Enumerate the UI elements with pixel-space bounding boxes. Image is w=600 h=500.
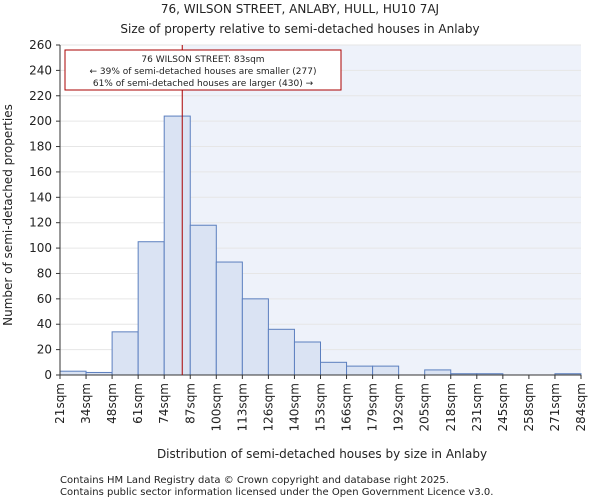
histogram-bar (215, 261, 243, 376)
x-tick-label: 192sqm (392, 383, 406, 431)
histogram-bar (424, 369, 452, 376)
y-tick-label: 260 (29, 38, 52, 52)
x-tick-label: 271sqm (548, 383, 562, 431)
footer-line2: Contains public sector information licen… (60, 487, 493, 498)
y-tick-label: 20 (37, 343, 52, 357)
x-tick-label: 126sqm (261, 383, 275, 431)
y-tick-label: 180 (29, 140, 52, 154)
histogram-bar (241, 298, 269, 376)
annotation-box (64, 49, 342, 91)
x-tick-label: 258sqm (522, 383, 536, 431)
x-tick-label: 166sqm (340, 383, 354, 431)
y-axis-label: Number of semi-detached properties (1, 104, 15, 326)
y-tick-label: 100 (29, 241, 52, 255)
y-tick-label: 160 (29, 165, 52, 179)
x-tick-label: 61sqm (131, 383, 145, 424)
histogram-bar (293, 341, 322, 376)
y-tick-label: 200 (29, 114, 52, 128)
histogram-bar (320, 361, 348, 376)
chart-title-line2: Size of property relative to semi-detach… (120, 22, 479, 36)
plot-area: 0 20 40 60 80 100 120 140 160 180 200 220 240 260 21sq… (29, 38, 588, 431)
histogram-bar (163, 115, 191, 376)
x-tick-label: 87sqm (183, 383, 197, 424)
x-tick-label: 21sqm (53, 383, 67, 424)
histogram-bar (267, 328, 295, 376)
histogram-bar (111, 331, 139, 376)
x-tick-label: 205sqm (418, 383, 432, 431)
y-tick-label: 40 (37, 317, 52, 331)
y-tick-label: 80 (37, 266, 52, 280)
x-tick-label: 245sqm (496, 383, 510, 431)
x-tick-label: 74sqm (157, 383, 171, 424)
x-tick-label: 179sqm (366, 383, 380, 431)
x-tick-label: 100sqm (209, 383, 223, 431)
footer-line1: Contains HM Land Registry data © Crown c… (60, 475, 449, 486)
x-tick-label: 34sqm (79, 383, 93, 424)
histogram-bar (372, 365, 400, 376)
x-tick-label: 231sqm (470, 383, 484, 431)
x-tick-label: 113sqm (235, 383, 249, 431)
histogram-bar (189, 224, 217, 376)
y-tick-label: 60 (37, 292, 52, 306)
y-tick-label: 220 (29, 89, 52, 103)
y-tick-label: 240 (29, 63, 52, 77)
histogram-bar (59, 370, 87, 376)
x-tick-label: 140sqm (287, 383, 301, 431)
y-tick-label: 120 (29, 216, 52, 230)
x-tick-label: 153sqm (314, 383, 328, 431)
x-tick-label: 218sqm (444, 383, 458, 431)
histogram-bar (346, 365, 374, 376)
histogram-bar (137, 241, 165, 376)
x-axis-label: Distribution of semi-detached houses by … (157, 447, 487, 461)
y-tick-label: 0 (44, 368, 52, 382)
annotation-smaller: ← 39% of semi-detached houses are smalle… (90, 67, 317, 77)
x-tick-label: 48sqm (105, 383, 119, 424)
chart-title-line1: 76, WILSON STREET, ANLABY, HULL, HU10 7A… (161, 2, 439, 16)
x-tick-label: 284sqm (574, 383, 588, 431)
y-tick-label: 140 (29, 190, 52, 204)
annotation-larger: 61% of semi-detached houses are larger (… (93, 79, 314, 89)
annotation-title: 76 WILSON STREET: 83sqm (141, 55, 264, 65)
